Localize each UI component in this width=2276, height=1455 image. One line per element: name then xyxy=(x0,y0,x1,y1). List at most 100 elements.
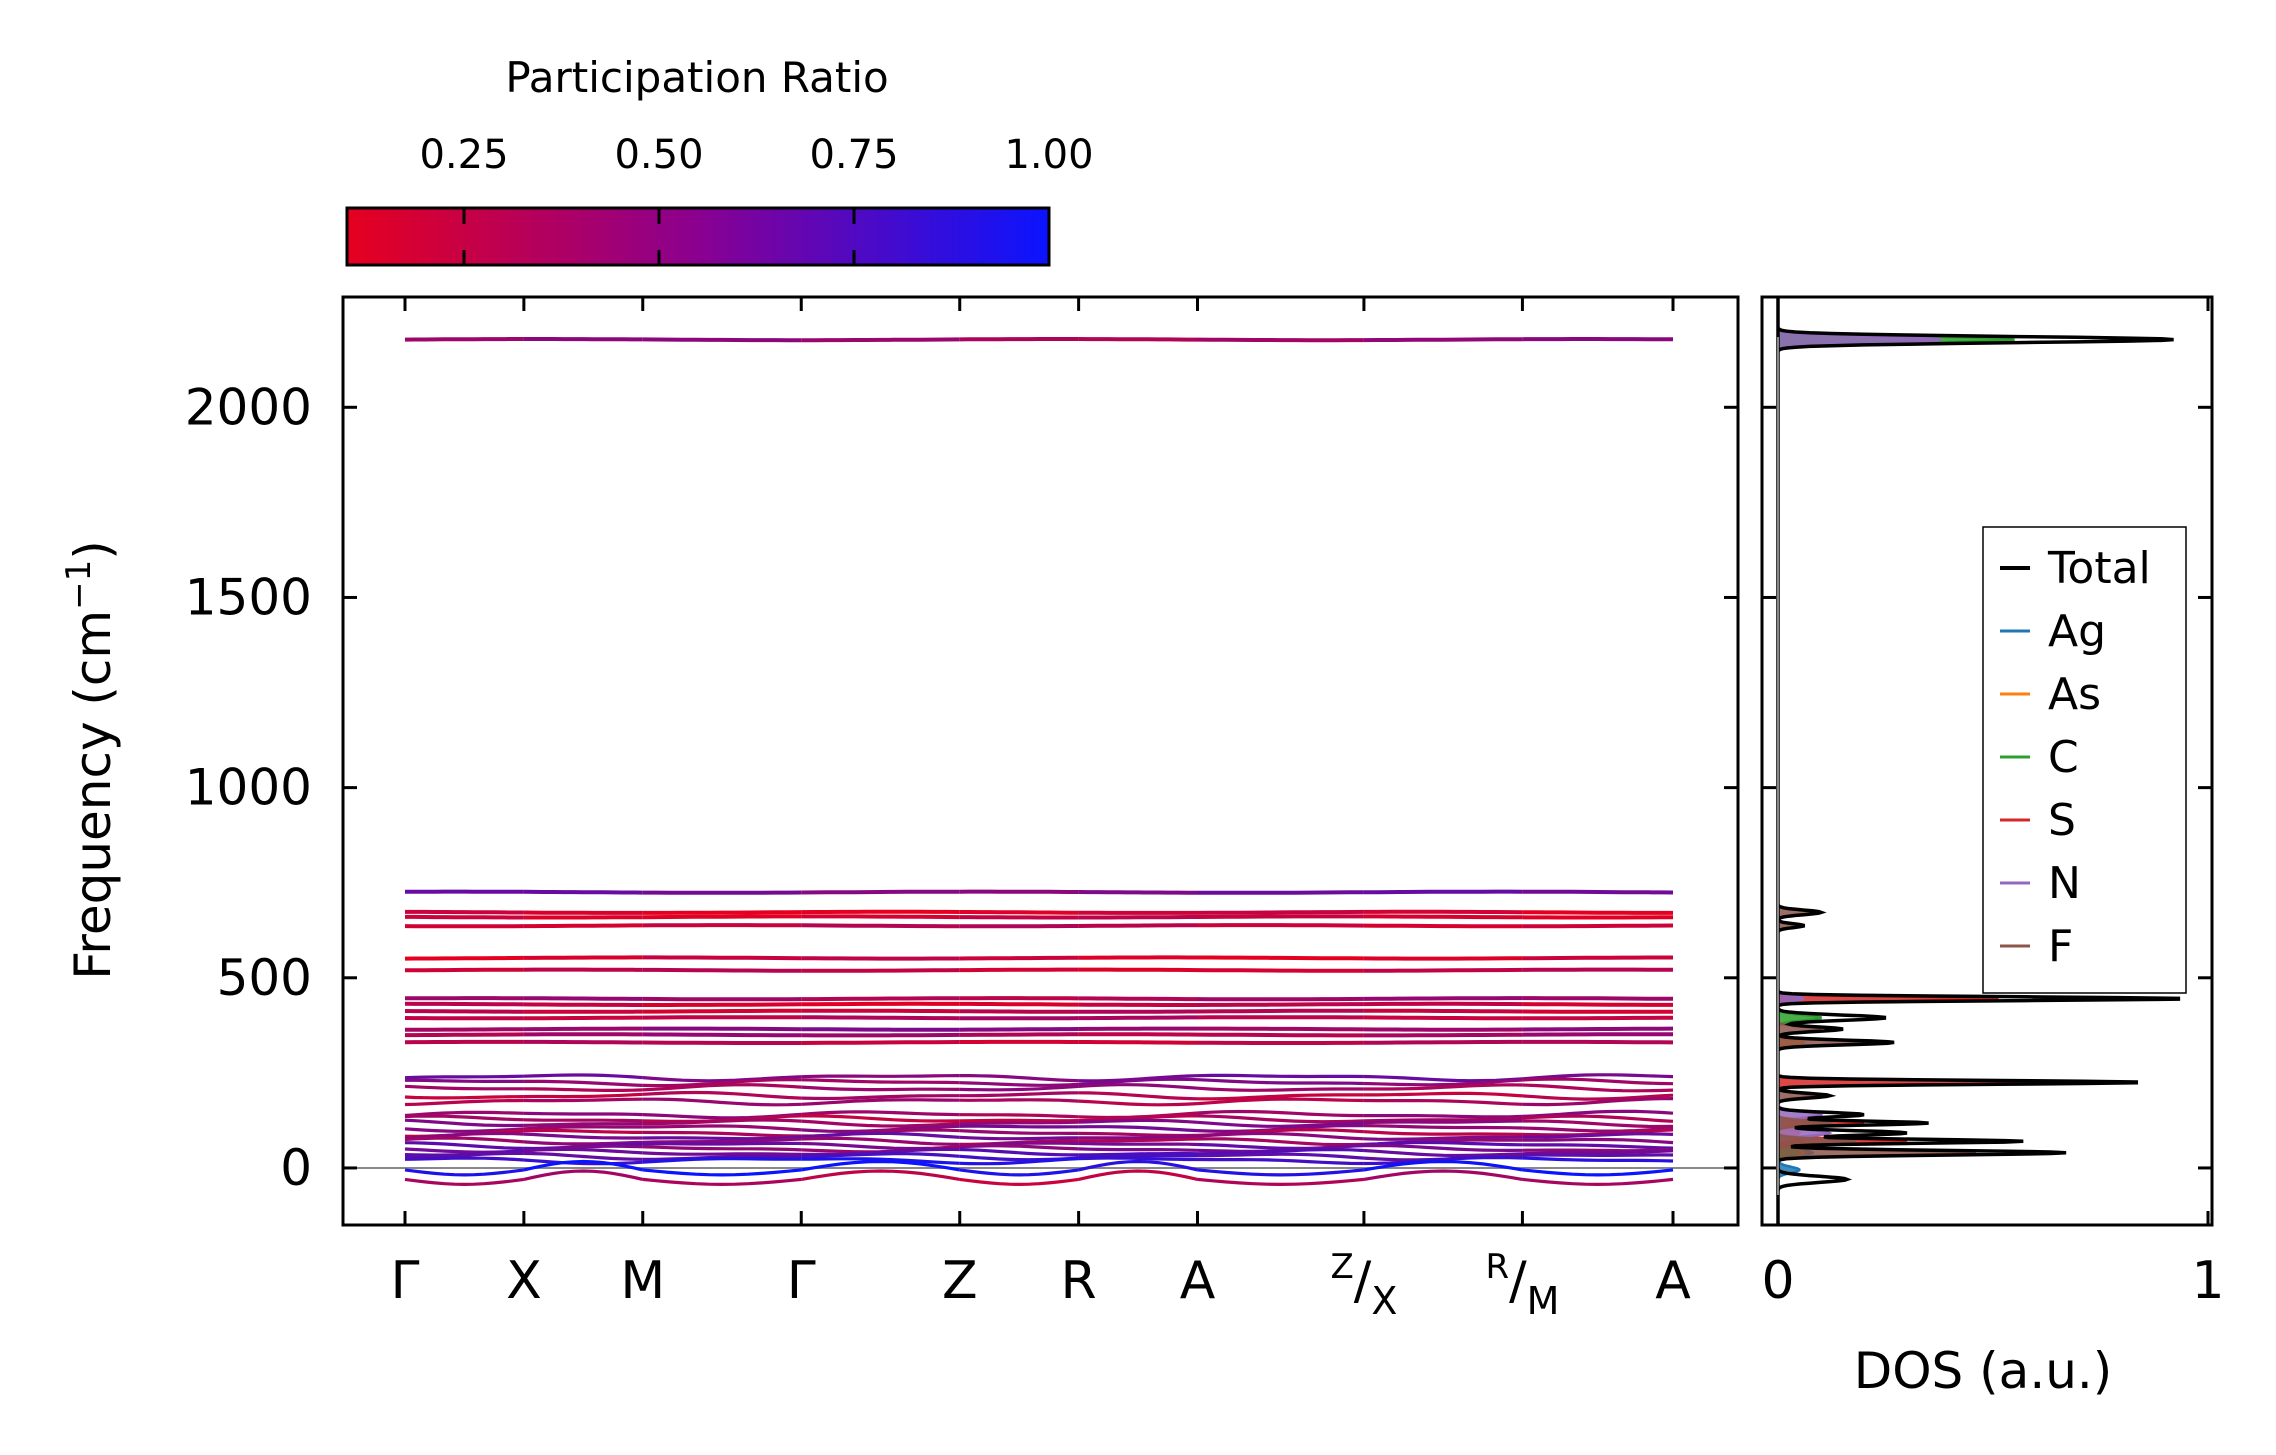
y-axis-label: Frequency (cm−1) xyxy=(59,540,122,980)
phonon-band xyxy=(1363,1078,1523,1087)
y-tick-label: 1000 xyxy=(185,759,312,817)
phonon-band xyxy=(1078,996,1198,1002)
phonon-band xyxy=(1197,1093,1364,1101)
legend-label-as: As xyxy=(2048,669,2101,720)
phonon-band xyxy=(405,1078,524,1083)
phonon-band xyxy=(642,1097,802,1107)
phonon-band xyxy=(523,1147,643,1155)
phonon-band xyxy=(1522,1077,1674,1086)
phonon-band xyxy=(1522,1002,1673,1007)
phonon-band xyxy=(523,1151,643,1161)
phonon-band xyxy=(1363,1032,1523,1038)
phonon-band xyxy=(1522,1153,1674,1157)
phonon-band xyxy=(959,1091,1079,1098)
phonon-band xyxy=(404,1095,524,1100)
phonon-band xyxy=(1522,1083,1674,1093)
phonon-band xyxy=(642,1002,802,1007)
phonon-band xyxy=(1078,1152,1198,1157)
phonon-band xyxy=(404,955,524,961)
phonon-band xyxy=(1197,909,1364,915)
x-tick-label: A xyxy=(1655,1251,1691,1311)
phonon-band xyxy=(642,1040,802,1045)
phonon-band xyxy=(405,909,524,915)
phonon-band xyxy=(801,1119,960,1128)
phonon-band xyxy=(523,1132,643,1140)
phonon-band xyxy=(642,1124,802,1132)
phonon-band xyxy=(959,1120,1079,1126)
phonon-band xyxy=(1078,1083,1198,1090)
phonon-band xyxy=(1197,337,1364,343)
phonon-band xyxy=(1078,1099,1198,1107)
phonon-band xyxy=(523,1111,643,1117)
phonon-band xyxy=(642,1032,802,1038)
phonon-band xyxy=(1522,1177,1674,1187)
phonon-band xyxy=(523,996,643,1001)
phonon-band xyxy=(1363,967,1523,973)
phonon-band xyxy=(1363,1155,1523,1166)
phonon-band xyxy=(1078,1091,1198,1101)
phonon-band xyxy=(801,1032,960,1038)
phonon-band xyxy=(1363,1135,1523,1141)
phonon-band xyxy=(1078,1169,1198,1181)
phonon-band xyxy=(1197,1073,1364,1079)
phonon-band xyxy=(959,910,1079,915)
phonon-band xyxy=(1522,1114,1674,1123)
legend-label-n: N xyxy=(2048,858,2081,909)
phonon-band xyxy=(801,337,960,343)
phonon-band xyxy=(959,1098,1079,1103)
phonon-band xyxy=(1522,1015,1674,1021)
phonon-band xyxy=(404,1084,524,1091)
phonon-band xyxy=(523,889,643,895)
phonon-band xyxy=(405,1027,524,1032)
phonon-band xyxy=(959,1118,1079,1123)
phonon-band xyxy=(404,1110,524,1118)
phonon-band xyxy=(959,1157,1079,1166)
phonon-band xyxy=(1522,1143,1674,1150)
phonon-band xyxy=(1197,1002,1364,1007)
phonon-band xyxy=(1078,923,1198,928)
phonon-band xyxy=(1522,889,1674,895)
phonon-band xyxy=(1197,1008,1364,1014)
phonon-band xyxy=(642,1118,802,1126)
dos-plot-area xyxy=(1776,297,2181,1225)
phonon-band xyxy=(642,967,802,973)
phonon-band xyxy=(1522,910,1673,915)
phonon-band xyxy=(1197,1114,1364,1124)
phonon-band xyxy=(959,1009,1079,1014)
x-tick-label: Γ xyxy=(787,1251,816,1311)
phonon-band xyxy=(801,1001,960,1007)
phonon-band xyxy=(1522,1168,1674,1177)
phonon-band xyxy=(1078,1131,1198,1138)
legend-label-f: F xyxy=(2048,921,2073,972)
phonon-band xyxy=(1363,1114,1523,1119)
phonon-band xyxy=(1197,968,1364,973)
phonon-band xyxy=(1197,1109,1364,1118)
phonon-band xyxy=(404,1177,525,1187)
phonon-band xyxy=(1078,915,1198,920)
phonon-band xyxy=(523,1079,643,1087)
phonon-band xyxy=(523,1125,643,1131)
phonon-band xyxy=(404,1141,524,1150)
x-tick-label: R xyxy=(1061,1251,1097,1311)
phonon-band xyxy=(642,1137,802,1144)
phonon-band xyxy=(801,1110,960,1117)
phonon-band xyxy=(1078,1147,1198,1152)
phonon-band xyxy=(959,967,1079,973)
phonon-band xyxy=(642,1157,802,1164)
phonon-band xyxy=(959,1144,1079,1151)
phonon-band xyxy=(523,1097,643,1103)
phonon-band xyxy=(959,1135,1079,1141)
phonon-band xyxy=(1078,337,1198,342)
phonon-band xyxy=(404,1151,524,1159)
phonon-band xyxy=(801,1114,960,1123)
dos-axes-frame xyxy=(1760,295,2214,1227)
phonon-band xyxy=(1522,1137,1674,1145)
legend-label-c: C xyxy=(2048,732,2079,783)
phonon-band xyxy=(1522,923,1674,929)
phonon-band xyxy=(801,923,960,929)
phonon-band xyxy=(523,1015,643,1021)
x-tick-label: Z/X xyxy=(1330,1247,1397,1323)
phonon-band xyxy=(642,1083,802,1092)
dos-x-tick-label: 0 xyxy=(1761,1251,1794,1311)
phonon-band xyxy=(523,1039,643,1045)
